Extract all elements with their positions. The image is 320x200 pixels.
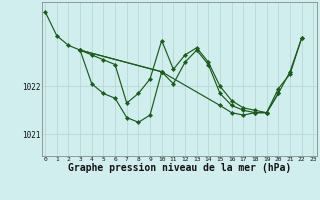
X-axis label: Graphe pression niveau de la mer (hPa): Graphe pression niveau de la mer (hPa) xyxy=(68,163,291,173)
